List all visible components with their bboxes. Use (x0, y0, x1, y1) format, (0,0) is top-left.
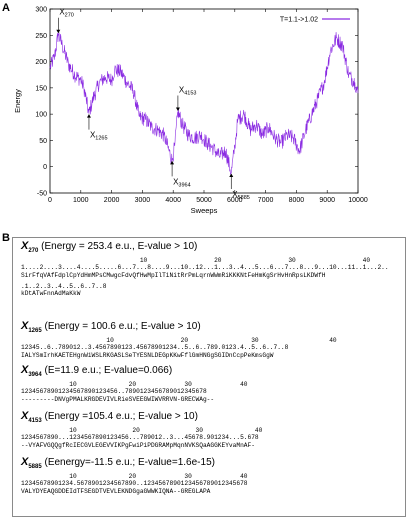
x-tick-label: 8000 (289, 197, 305, 204)
x-tick-label: 7000 (258, 197, 274, 204)
annotation-arrowhead (56, 29, 61, 34)
annotation-label: X4153 (179, 86, 197, 97)
annotation-label: X3964 (173, 177, 191, 188)
y-tick-label: 300 (35, 7, 47, 14)
entry-header: (Energy =105.4 e.u.; E-value > 10) (44, 411, 198, 422)
entry-name: X270 (21, 240, 39, 255)
chart-annotations: X270 X1265 X3964 X4153 X5885 (56, 8, 250, 201)
entry-subscript: 1265 (28, 328, 42, 335)
entry-header: (Energy = 253.4 e.u., E-value > 10) (41, 241, 198, 252)
x-tick-label: 1000 (73, 197, 89, 204)
sequence-tens-ruler: 10 20 30 40 (21, 427, 263, 435)
entry-header: (Energy = 100.6 e.u.; E-value > 10) (44, 321, 201, 332)
sequence-tens-ruler: 10 20 30 40 (21, 257, 371, 265)
annotation-arrowhead (175, 107, 180, 112)
sequence-tens-ruler: 10 20 30 40 (21, 337, 337, 345)
plot-frame (49, 8, 359, 194)
x-tick-label: 9000 (319, 197, 335, 204)
chart-series (49, 31, 359, 175)
sequence-text: VALYDYEAQGDDEIdTFSEGDTVEVLEKNDGgaGWWKIQN… (21, 487, 211, 495)
entry-name: X1265 (21, 320, 42, 335)
y-tick-label: 250 (35, 33, 47, 40)
x-tick-label: 0 (48, 197, 52, 204)
sequence-entry-270: X270 (Energy = 253.4 e.u., E-value > 10)… (21, 240, 401, 297)
x-tick-label: 5000 (196, 197, 212, 204)
entry-header: (Eenergy=-11.5 e.u.; E-value=1.6e-15) (44, 457, 215, 468)
entry-name: X5885 (21, 456, 42, 471)
entry-subscript: 270 (28, 248, 39, 255)
sequence-entry-5885: X5885 (Eenergy=-11.5 e.u.; E-value=1.6e-… (21, 456, 401, 495)
annotation-arrowhead (170, 160, 175, 165)
sequence-ruler-continued: .1..2..3..4..5..6..7..8 (21, 282, 107, 290)
sequence-text: IALYSmIrhKAETEHgnWiWSLRKGASLSeTYESNLDEGp… (21, 351, 274, 359)
x-tick-label: 6000 (227, 197, 243, 204)
sequence-ruler: 12345678901234567890123456..789012345678… (21, 388, 207, 396)
annotation-label: X5885 (232, 190, 250, 201)
sequence-tens-ruler: 10 20 30 40 (21, 381, 248, 389)
panel-a-label: A (2, 2, 10, 14)
sequence-ruler: 1....2....3....4....5.....6...7...8....9… (21, 264, 389, 272)
y-axis-label: Energy (13, 89, 22, 113)
x-axis-label: Sweeps (191, 206, 218, 215)
annotation-arrowhead (86, 114, 91, 118)
x-tick-label: 3000 (135, 197, 151, 204)
entry-subscript: 5885 (28, 464, 42, 471)
legend-label: T=1.1->1.02 (280, 17, 318, 24)
panel-b-label: B (2, 232, 10, 244)
entry-name: X3964 (21, 364, 42, 379)
chart-axes: 0 1000 2000 3000 4000 5000 6000 7000 8000 9000 100… (13, 7, 368, 216)
y-tick-label: 100 (35, 112, 47, 119)
chart-legend: T=1.1->1.02 (280, 17, 350, 24)
sequence-text: SirFfqVAfFdplCpYdHmMPsCMwgcFdvQfHwMpIlTi… (21, 271, 326, 279)
x-tick-label: 2000 (104, 197, 120, 204)
entry-name: X4153 (21, 410, 42, 425)
sequence-text: ---------DNVgPMALKRGDEVIVLRieSVEEGWIWVRR… (21, 395, 215, 403)
entry-header: (E=11.9 e.u.; E-value=0.066) (44, 365, 173, 376)
sequence-entry-3964: X3964 (E=11.9 e.u.; E-value=0.066) 10 20… (21, 364, 401, 403)
sequence-tens-ruler: 10 20 30 40 (21, 473, 248, 481)
y-tick-label: -50 (37, 191, 47, 198)
sequence-ruler: 12345678901234.5678901234567890..1234567… (21, 480, 248, 488)
y-tick-label: 0 (43, 164, 47, 171)
sequence-panel: X270 (Energy = 253.4 e.u., E-value > 10)… (12, 237, 406, 517)
sequence-text: --VYAFVGQQgfRcIECGVLEGEVVIKPgFwiPiPDGRAM… (21, 441, 255, 449)
y-tick-label: 200 (35, 59, 47, 66)
series-line (49, 31, 359, 175)
annotation-label: X1265 (90, 131, 108, 142)
annotation-arrowhead (229, 173, 234, 178)
y-tick-label: 50 (39, 138, 47, 145)
sequence-ruler: 1234567890...1234567890123456...789012..… (21, 434, 259, 442)
sequence-ruler: 12345..6..789012..3.4567890123.456789012… (21, 344, 289, 352)
y-tick-label: 150 (35, 85, 47, 92)
annotation-label: X270 (59, 8, 74, 19)
entry-subscript: 3964 (28, 372, 42, 379)
energy-chart: 0 1000 2000 3000 4000 5000 6000 7000 8000 9000 100… (13, 7, 368, 216)
sequence-text-continued: kDtATwFnnAdMaKkW (21, 290, 81, 297)
entry-subscript: 4153 (28, 418, 42, 425)
sequence-entry-4153: X4153 (Energy =105.4 e.u.; E-value > 10)… (21, 410, 401, 449)
x-tick-label: 10000 (348, 197, 368, 204)
sequence-entry-1265: X1265 (Energy = 100.6 e.u.; E-value > 10… (21, 320, 401, 359)
x-tick-label: 4000 (165, 197, 181, 204)
